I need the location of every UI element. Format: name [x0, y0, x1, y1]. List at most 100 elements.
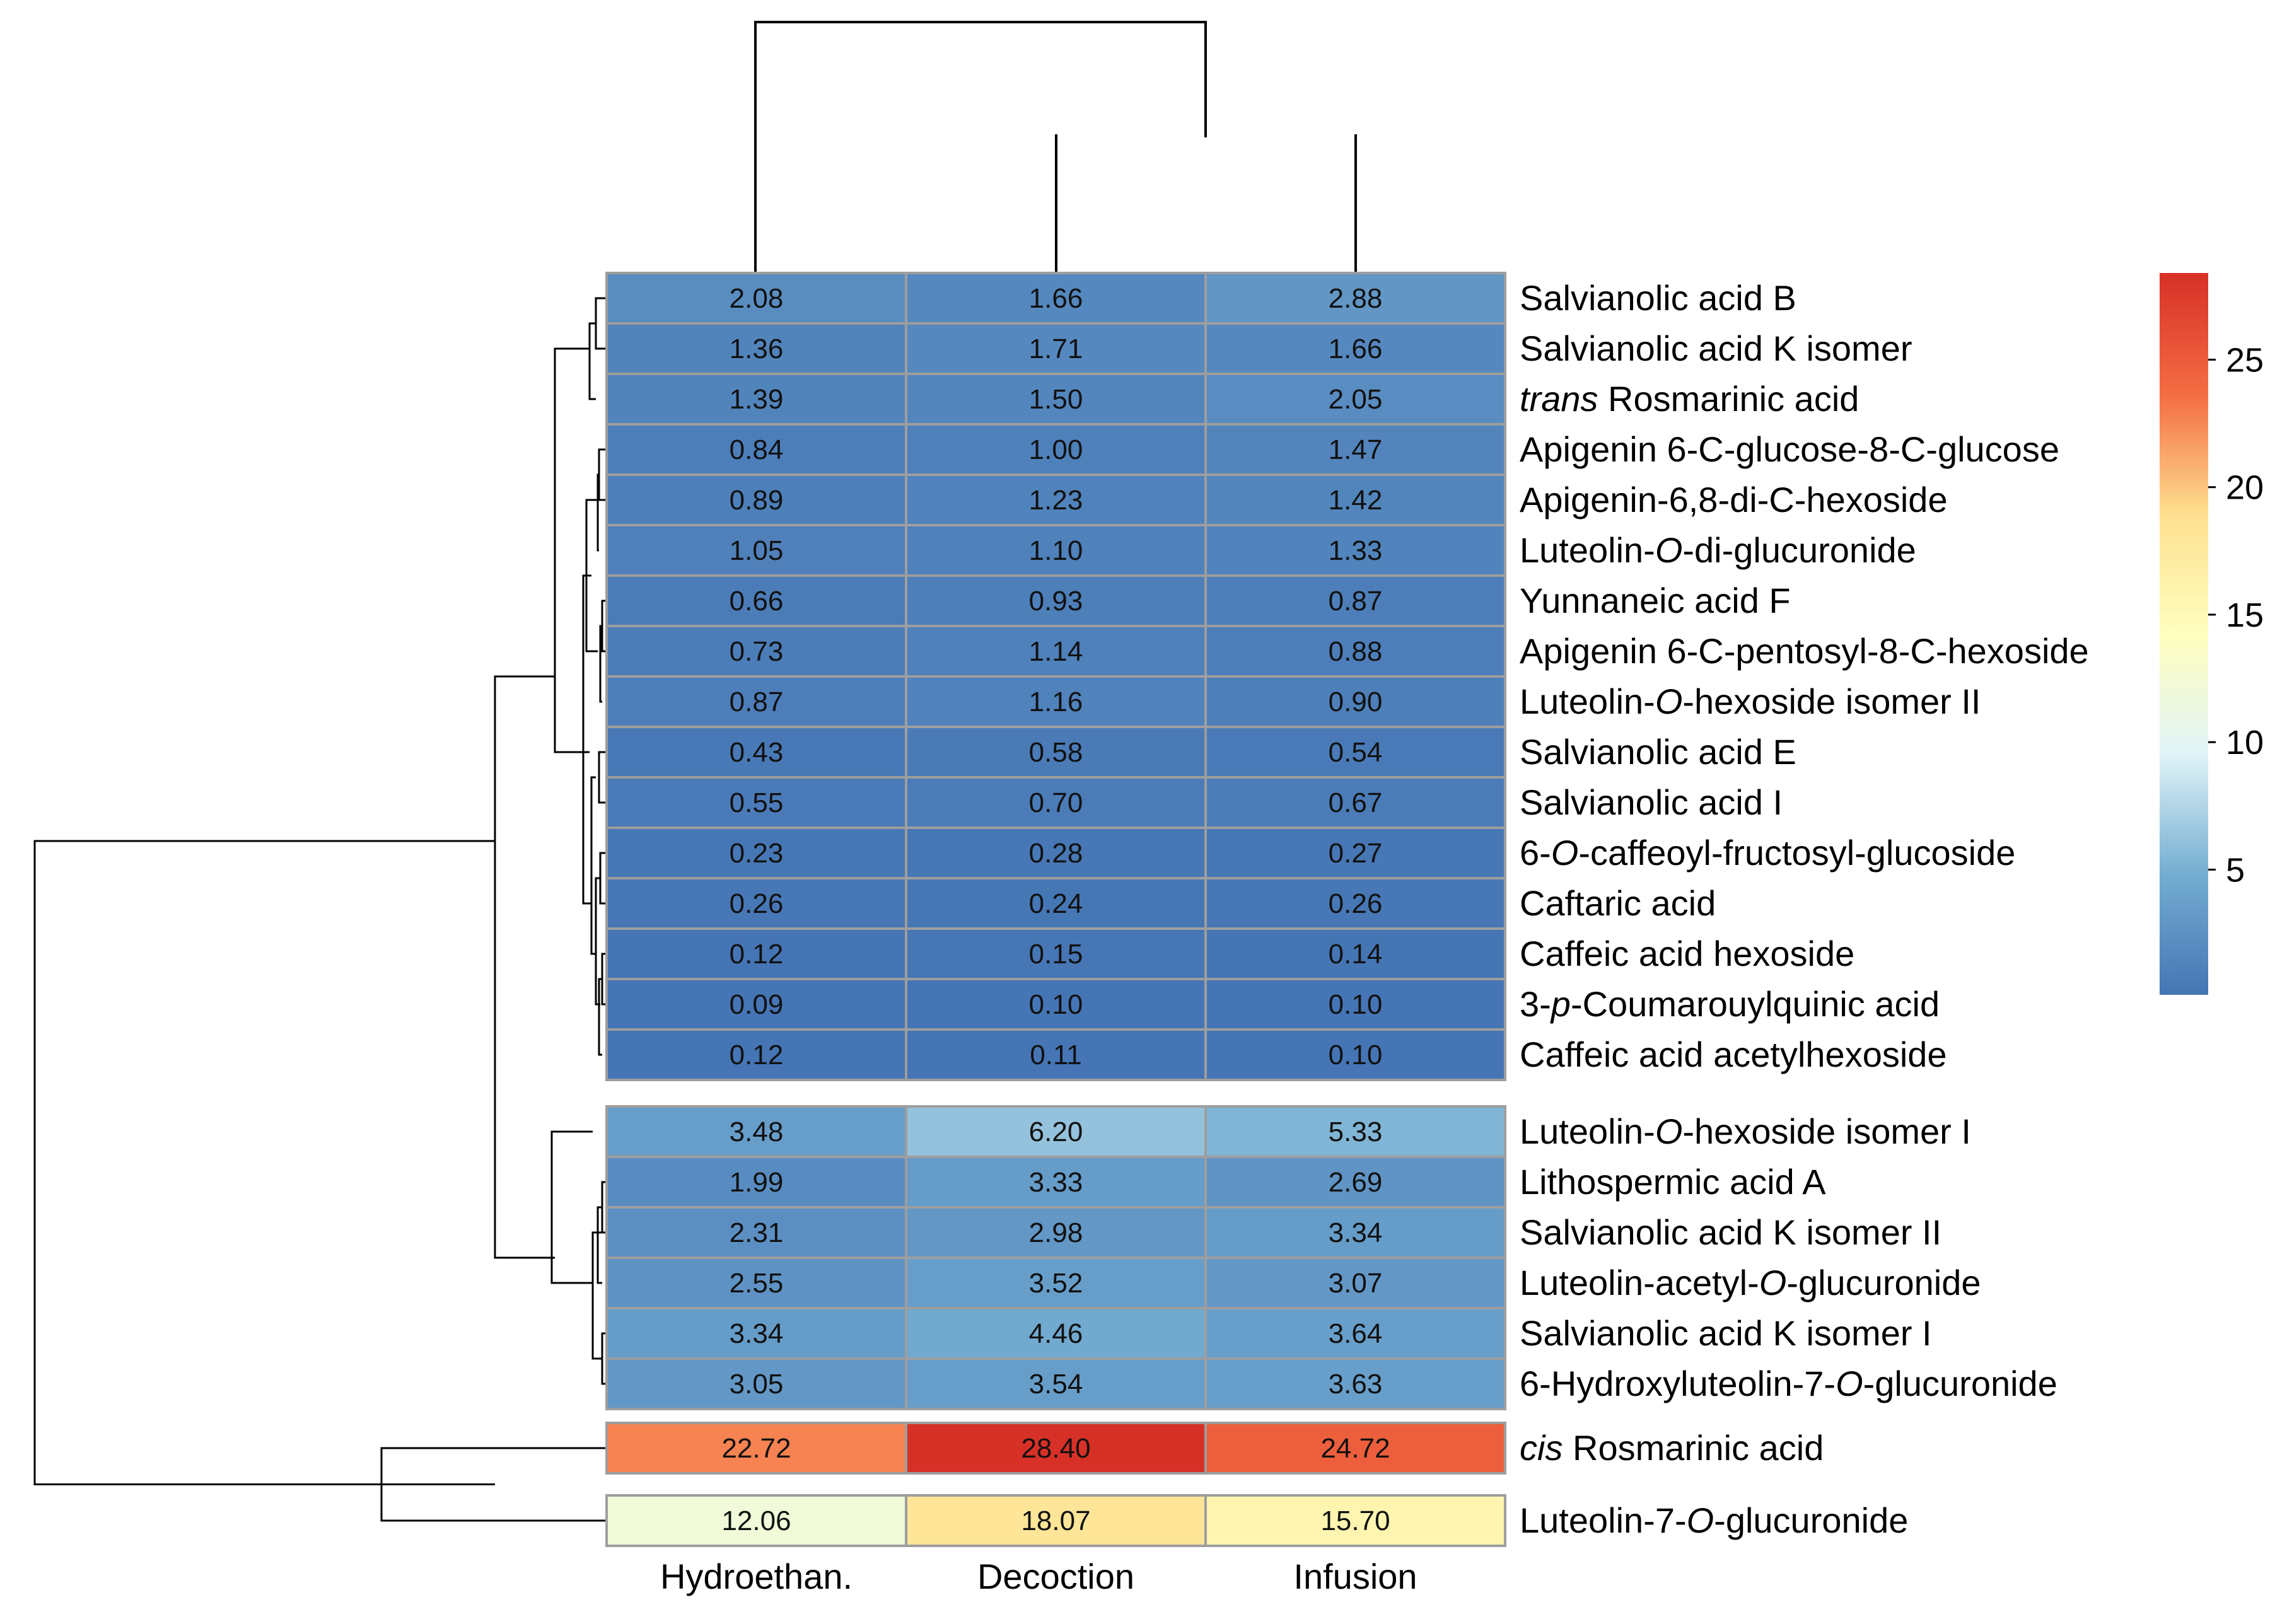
- cell-value: 1.47: [1329, 434, 1383, 465]
- cell-value: 0.67: [1329, 787, 1383, 818]
- cell-value: 22.72: [721, 1433, 791, 1464]
- heatmap-cell: [905, 373, 1207, 426]
- row-label: Luteolin-O-hexoside isomer I: [1520, 1111, 1971, 1151]
- row-dendrogram-branch: [591, 1231, 602, 1360]
- cell-value: 3.33: [1029, 1167, 1083, 1198]
- heatmap-cell: [1204, 927, 1506, 980]
- cell-value: 1.42: [1329, 485, 1383, 516]
- row-label: Luteolin-O-hexoside isomer II: [1520, 682, 1981, 721]
- column-labels: Hydroethan. Decoction Infusion: [660, 1557, 1417, 1596]
- cell-value: 28.40: [1021, 1433, 1090, 1464]
- heatmap-cell: [1204, 423, 1506, 476]
- heatmap-cell: [1204, 1494, 1506, 1547]
- cell-value: 3.34: [1329, 1217, 1383, 1248]
- cell-value: 18.07: [1021, 1505, 1090, 1536]
- cell-value: 1.36: [730, 334, 784, 364]
- cell-value: 0.10: [1329, 989, 1383, 1020]
- cell-value: 3.54: [1029, 1369, 1083, 1400]
- heatmap-cell: [905, 1494, 1207, 1547]
- cell-value: 0.09: [730, 989, 784, 1020]
- cell-value: 0.89: [730, 485, 784, 516]
- heatmap-cells: 2.08 1.66 2.88 1.36 1.71 1.66 1.39 1.50 2.05 0.84…: [605, 272, 1506, 1547]
- heatmap-cell: [605, 1256, 907, 1309]
- row-dendrogram-branch: [590, 776, 596, 955]
- cell-value: 0.54: [1329, 737, 1383, 768]
- cell-value: 0.12: [730, 1040, 784, 1070]
- cell-value: 2.88: [1329, 283, 1383, 314]
- cell-value: 3.64: [1329, 1318, 1383, 1349]
- legend-tick-label: 10: [2226, 724, 2264, 762]
- cell-value: 0.43: [730, 737, 784, 768]
- heatmap-cell: [605, 826, 907, 879]
- cell-value: 3.05: [730, 1369, 784, 1400]
- row-dendrogram-branch: [550, 1130, 593, 1284]
- row-dendrogram-branch: [33, 840, 495, 1485]
- heatmap-cell: [1204, 1206, 1506, 1259]
- heatmap-cell: [1204, 826, 1506, 879]
- cell-value: 2.69: [1329, 1167, 1383, 1198]
- cell-value: 2.08: [730, 283, 784, 314]
- cell-value: 0.12: [730, 939, 784, 970]
- cell-value: 0.87: [1329, 586, 1383, 617]
- row-label: Salvianolic acid K isomer: [1520, 328, 1912, 368]
- column-dendrogram-branch: [754, 21, 1207, 273]
- cell-value: 0.73: [730, 636, 784, 667]
- cell-value: 12.06: [721, 1505, 791, 1536]
- cell-value: 0.87: [730, 687, 784, 717]
- cell-value: 1.16: [1029, 687, 1083, 717]
- cell-value: 0.93: [1029, 586, 1083, 617]
- heatmap-cell: [905, 1156, 1207, 1209]
- row-label: 6-Hydroxyluteolin-7-O-glucuronide: [1520, 1364, 2057, 1403]
- legend-tick-label: 15: [2226, 596, 2264, 634]
- cell-value: 1.99: [730, 1167, 784, 1198]
- heatmap-cell: [605, 1105, 907, 1158]
- cell-value: 5.33: [1329, 1116, 1383, 1147]
- row-dendrogram-branch: [599, 625, 602, 703]
- cell-value: 1.23: [1029, 485, 1083, 516]
- cell-value: 3.48: [730, 1116, 784, 1147]
- cell-value: 1.66: [1029, 283, 1083, 314]
- heatmap-cell: [905, 1422, 1207, 1475]
- row-label: Luteolin-acetyl-O-glucuronide: [1520, 1263, 1981, 1302]
- row-dendrogram-branch: [588, 322, 596, 400]
- cell-value: 1.39: [730, 384, 784, 415]
- cell-value: 3.52: [1029, 1268, 1083, 1299]
- heatmap-cell: [1204, 473, 1506, 526]
- heatmap-cell: [605, 1156, 907, 1209]
- heatmap-cell: [905, 726, 1207, 779]
- row-label: trans Rosmarinic acid: [1520, 379, 1859, 419]
- heatmap-cell: [1204, 1307, 1506, 1360]
- row-label: Caftaric acid: [1520, 883, 1716, 923]
- heatmap-cell: [605, 1028, 907, 1081]
- heatmap-cell: [605, 1357, 907, 1410]
- legend-tick-label: 5: [2226, 851, 2245, 889]
- heatmap-cell: [905, 473, 1207, 526]
- cell-value: 1.10: [1029, 535, 1083, 566]
- heatmap-cell: [1204, 726, 1506, 779]
- row-label: Salvianolic acid K isomer I: [1520, 1313, 1932, 1353]
- cell-value: 0.88: [1329, 636, 1383, 667]
- cell-value: 0.10: [1029, 989, 1083, 1020]
- row-label: Caffeic acid acetylhexoside: [1520, 1035, 1947, 1074]
- row-dendrogram-branch: [595, 877, 600, 1006]
- heatmap-cell: [905, 1028, 1207, 1081]
- row-dendrogram-branch: [554, 347, 590, 753]
- cell-value: 3.34: [730, 1318, 784, 1349]
- heatmap-cell: [905, 978, 1207, 1031]
- cell-value: 1.66: [1329, 334, 1383, 364]
- row-label: Salvianolic acid B: [1520, 278, 1796, 318]
- row-label: cis Rosmarinic acid: [1520, 1428, 1824, 1468]
- cell-value: 6.20: [1029, 1116, 1083, 1147]
- legend-tick-label: 20: [2226, 469, 2264, 507]
- cell-value: 4.46: [1029, 1318, 1083, 1349]
- row-dendrogram-branch: [494, 675, 555, 1259]
- cell-value: 1.00: [1029, 434, 1083, 465]
- cell-value: 0.28: [1029, 838, 1083, 869]
- row-label: Lithospermic acid A: [1520, 1162, 1826, 1202]
- legend-color-bar: [2160, 273, 2208, 995]
- column-dendrogram-branch: [1055, 134, 1357, 137]
- cell-value: 1.14: [1029, 636, 1083, 667]
- heatmap-cell: [605, 927, 907, 980]
- row-dendrogram-branch: [598, 751, 607, 804]
- heatmap-cell: [1204, 675, 1506, 728]
